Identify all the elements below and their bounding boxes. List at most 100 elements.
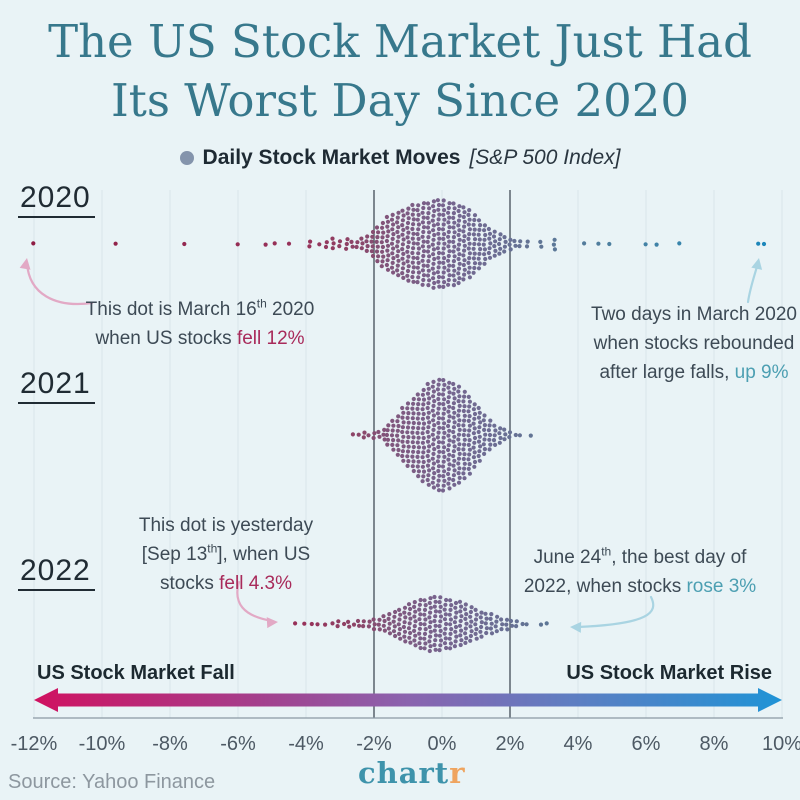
daily-move-dot	[462, 452, 467, 457]
daily-move-dot	[402, 605, 408, 610]
daily-move-dot	[493, 624, 498, 629]
daily-move-dot	[385, 224, 390, 229]
annotation-0: This dot is March 16th 2020 when US stock…	[86, 295, 315, 353]
daily-move-dot	[508, 247, 513, 252]
daily-move-dot	[457, 418, 462, 423]
daily-move-dot	[442, 454, 447, 459]
daily-move-dot	[446, 210, 451, 215]
daily-move-dot	[410, 464, 415, 469]
daily-move-dot	[432, 471, 437, 476]
daily-move-dot	[451, 463, 456, 468]
daily-move-dot	[293, 621, 298, 626]
daily-move-dot	[449, 627, 454, 632]
daily-move-dot	[400, 266, 405, 271]
daily-move-dot	[406, 444, 411, 449]
daily-move-dot	[361, 435, 366, 440]
daily-move-dot	[433, 633, 438, 638]
daily-move-dot	[467, 399, 472, 404]
daily-move-dot	[411, 468, 416, 474]
daily-move-dot	[375, 235, 380, 240]
daily-move-dot	[425, 391, 431, 396]
daily-move-dot	[457, 427, 462, 432]
daily-move-dot	[355, 618, 361, 624]
daily-move-dot	[435, 411, 440, 416]
daily-move-dot	[525, 239, 530, 244]
daily-move-dot	[421, 273, 427, 278]
daily-move-dot	[390, 212, 395, 217]
daily-move-dot	[487, 447, 492, 452]
daily-move-dot	[497, 431, 502, 436]
daily-move-dot	[391, 629, 397, 634]
legend-label: Daily Stock Market Moves	[202, 146, 461, 169]
daily-move-dot	[464, 621, 469, 626]
daily-move-dot	[462, 394, 467, 399]
daily-move-dot	[387, 631, 393, 636]
daily-move-dot	[421, 469, 427, 474]
daily-move-dot	[410, 406, 415, 411]
daily-move-dot	[308, 239, 313, 244]
daily-move-dot	[443, 602, 448, 607]
daily-move-dot	[421, 239, 426, 244]
daily-move-dot	[396, 622, 401, 627]
daily-move-dot	[427, 420, 432, 425]
daily-move-dot	[442, 208, 447, 213]
daily-move-dot	[396, 423, 401, 429]
daily-move-dot	[477, 410, 482, 415]
daily-move-dot	[452, 482, 457, 487]
annotation-line: after large falls, up 9%	[591, 358, 797, 387]
daily-move-dot	[446, 481, 451, 486]
daily-move-dot	[330, 236, 335, 241]
chart-legend: Daily Stock Market Moves [S&P 500 Index]	[0, 146, 800, 170]
daily-move-dot	[467, 447, 472, 452]
daily-move-dot	[405, 430, 410, 435]
daily-move-dot	[440, 488, 446, 493]
daily-move-dot	[473, 631, 478, 637]
daily-move-dot	[451, 283, 456, 288]
daily-move-dot	[493, 239, 498, 244]
daily-move-dot	[413, 609, 418, 614]
daily-move-dot	[432, 618, 437, 624]
daily-move-dot	[381, 614, 386, 619]
daily-move-dot	[427, 230, 432, 235]
daily-move-dot	[381, 623, 386, 628]
daily-move-dot	[411, 425, 416, 430]
daily-move-dot	[406, 216, 411, 221]
daily-move-dot	[425, 215, 430, 220]
annotation-arrowhead-icon	[570, 621, 582, 633]
daily-move-dot	[466, 466, 471, 471]
daily-move-dot	[436, 265, 441, 270]
daily-move-dot	[524, 622, 529, 627]
daily-move-dot	[421, 459, 426, 465]
daily-move-dot	[451, 449, 456, 454]
daily-move-dot	[405, 268, 411, 274]
daily-move-dot	[477, 251, 482, 256]
daily-move-dot	[365, 244, 370, 249]
daily-move-dot	[405, 235, 410, 240]
daily-move-dot	[502, 249, 507, 254]
daily-move-dot	[498, 426, 503, 431]
daily-move-dot	[467, 227, 472, 232]
daily-move-dot	[405, 454, 410, 459]
daily-move-dot	[415, 241, 420, 246]
daily-move-dot	[437, 473, 442, 478]
daily-move-dot	[374, 249, 380, 254]
x-axis-tick-label: 8%	[699, 733, 729, 755]
annotation-arrow-1	[746, 261, 760, 304]
daily-move-dot	[408, 606, 413, 612]
daily-move-dot	[472, 217, 477, 223]
daily-move-dot	[461, 205, 466, 210]
daily-move-dot	[551, 242, 557, 247]
daily-move-dot	[421, 201, 427, 206]
daily-move-dot	[410, 416, 415, 421]
daily-move-dot	[756, 241, 761, 246]
daily-move-dot	[418, 612, 423, 617]
daily-move-dot	[467, 251, 472, 256]
daily-move-dot	[421, 229, 426, 235]
annotation-arrowhead-icon	[266, 617, 278, 629]
daily-move-dot	[462, 466, 467, 471]
daily-move-dot	[472, 402, 477, 407]
daily-move-dot	[426, 425, 431, 430]
daily-move-dot	[376, 230, 381, 235]
daily-move-dot	[380, 259, 385, 264]
daily-move-dot	[400, 208, 405, 213]
